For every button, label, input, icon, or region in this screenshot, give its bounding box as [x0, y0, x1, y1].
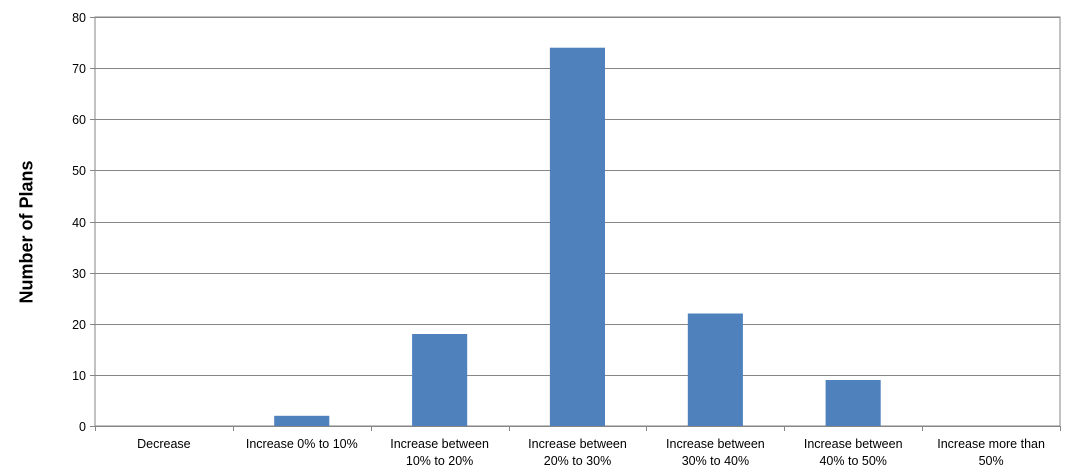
- bar: [412, 334, 468, 426]
- x-tick-label: Increase 0% to 10%: [246, 437, 358, 451]
- y-tick-label: 50: [72, 164, 86, 178]
- bar: [687, 313, 743, 426]
- x-tick-label: Increase between 20% to 30%: [528, 437, 627, 468]
- bar: [825, 380, 881, 426]
- y-tick-label: 0: [79, 420, 86, 434]
- bar: [549, 47, 605, 426]
- bar: [274, 415, 330, 426]
- x-tick-label: Increase between 30% to 40%: [666, 437, 765, 468]
- x-tick-label: Increase more than 50%: [937, 437, 1045, 468]
- x-tick-label: Increase between 40% to 50%: [804, 437, 903, 468]
- y-tick-label: 20: [72, 318, 86, 332]
- x-tick-label: Decrease: [137, 437, 191, 451]
- x-tick-label: Increase between 10% to 20%: [390, 437, 489, 468]
- y-tick-label: 70: [72, 62, 86, 76]
- y-tick-label: 40: [72, 216, 86, 230]
- y-tick-label: 80: [72, 11, 86, 25]
- y-tick-label: 30: [72, 267, 86, 281]
- y-tick-label: 60: [72, 113, 86, 127]
- y-tick-label: 10: [72, 369, 86, 383]
